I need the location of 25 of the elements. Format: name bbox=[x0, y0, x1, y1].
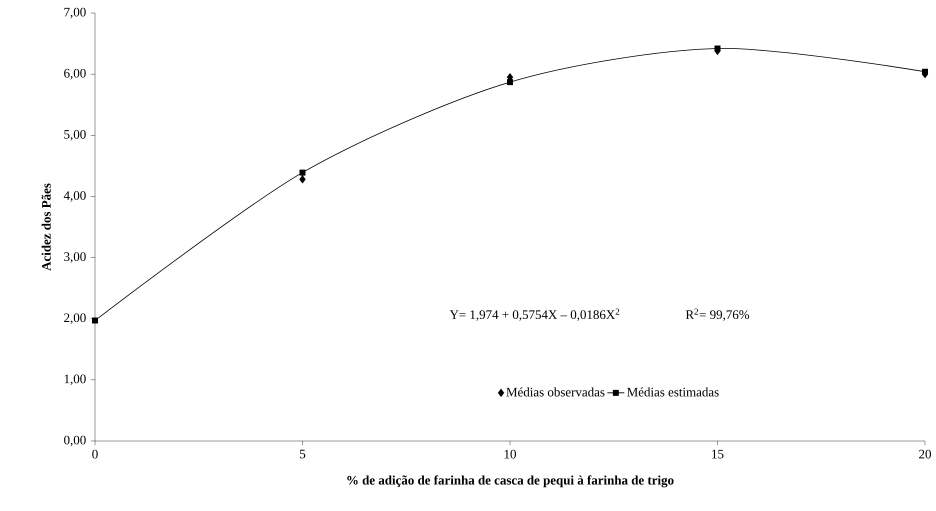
x-tick-label: 15 bbox=[712, 450, 724, 458]
point bbox=[299, 175, 306, 184]
point bbox=[714, 45, 720, 52]
legend-label: Médias observadas bbox=[506, 387, 604, 396]
x-tick-label: 5 bbox=[300, 450, 306, 458]
y-tick-label: 0,00 bbox=[64, 436, 86, 446]
y-tick-label: 4,00 bbox=[64, 191, 86, 202]
point bbox=[507, 79, 513, 86]
y-tick-label: 3,00 bbox=[64, 252, 86, 263]
y-tick-label: 2,00 bbox=[64, 313, 86, 324]
x-tick-label: 20 bbox=[919, 450, 931, 459]
point bbox=[300, 170, 306, 176]
point bbox=[92, 318, 98, 324]
x-tick-label: 0 bbox=[92, 450, 98, 459]
y-tick-label: 6,00 bbox=[64, 68, 86, 80]
y-axis-title: Acidez dos Pães bbox=[42, 183, 51, 271]
point bbox=[922, 68, 928, 75]
annotation: Y= 1,974 + 0,5754X – 0,0186X$^{2}$ bbox=[450, 308, 620, 321]
y-tick-label: 5,00 bbox=[64, 130, 86, 141]
legend-label: Médias estimadas bbox=[627, 387, 719, 396]
x-axis-title: % de adição de farinha de casca de pequi à farinha de trigo bbox=[347, 475, 674, 488]
y-tick-label: 7,00 bbox=[64, 8, 86, 18]
y-tick-label: 1,00 bbox=[64, 374, 86, 386]
annotation: R$^{2}$= 99,76% bbox=[686, 308, 750, 321]
x-tick-label: 10 bbox=[504, 450, 516, 459]
